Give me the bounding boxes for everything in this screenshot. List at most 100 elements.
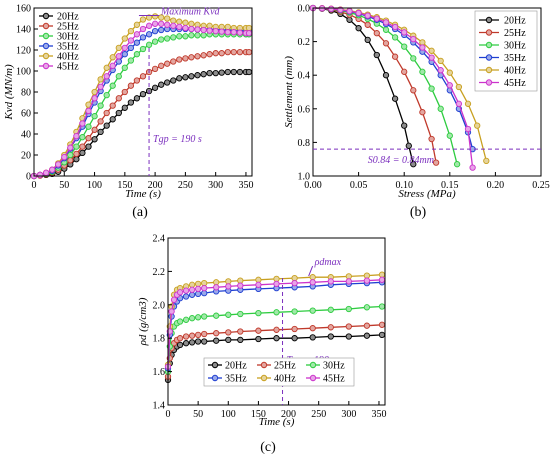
- series-25hz: [309, 4, 440, 166]
- x-tick-label: 350: [371, 409, 386, 420]
- y-tick-label: 2.4: [153, 234, 166, 245]
- legend-box: [203, 357, 355, 387]
- data-point: [327, 306, 334, 313]
- data-point: [151, 65, 159, 73]
- data-point: [230, 48, 237, 56]
- data-point: [109, 62, 116, 69]
- data-point: [236, 29, 244, 36]
- data-point: [151, 20, 159, 27]
- data-point: [115, 73, 122, 80]
- y-tick-label: 1.6: [153, 367, 166, 378]
- data-point: [428, 47, 435, 54]
- data-point: [437, 67, 444, 74]
- data-point: [218, 28, 225, 35]
- y-tick-label: 1.4: [153, 401, 166, 412]
- data-point: [213, 337, 220, 344]
- legend: 20Hz 25Hz 30Hz 35Hz 40Hz 45Hz: [203, 357, 355, 387]
- data-point: [133, 31, 141, 38]
- data-point: [121, 35, 128, 42]
- data-point: [91, 95, 98, 102]
- legend-swatch-marker: [260, 361, 268, 369]
- data-point: [464, 100, 472, 107]
- data-point: [67, 157, 74, 164]
- data-point: [201, 338, 208, 345]
- data-point: [273, 280, 280, 288]
- data-point: [109, 102, 116, 109]
- data-point: [182, 33, 189, 40]
- data-point: [85, 107, 92, 115]
- x-tick-label: 300: [341, 409, 356, 420]
- data-point: [127, 37, 135, 44]
- x-tick-label: 300: [208, 180, 223, 191]
- data-point: [327, 324, 334, 331]
- data-point: [378, 303, 386, 310]
- data-point: [164, 15, 171, 22]
- data-point: [164, 60, 171, 67]
- panel-label: (a): [132, 205, 148, 220]
- series-25hz: [164, 321, 386, 380]
- x-tick-label: 0: [166, 409, 171, 420]
- data-point: [453, 161, 461, 168]
- data-point: [419, 109, 426, 116]
- x-axis-label: Time (s): [125, 188, 161, 200]
- data-point: [405, 142, 412, 149]
- x-tick-label: 350: [238, 180, 253, 191]
- data-point: [273, 335, 280, 342]
- data-point: [213, 330, 220, 337]
- data-point: [378, 276, 386, 283]
- panel-c-density-vs-time: 0 50 100 150 200 250 300 350 1.4 1.6 1.8 2.0 2.2 2.4 T…: [137, 234, 386, 456]
- data-point: [363, 322, 371, 329]
- legend-swatch-marker: [42, 62, 50, 70]
- data-point: [213, 312, 220, 319]
- x-tick-label: 200: [148, 180, 163, 191]
- data-point: [121, 51, 128, 58]
- data-point: [139, 25, 147, 33]
- panel-label: (c): [260, 440, 276, 455]
- data-point: [273, 326, 280, 333]
- data-point: [55, 161, 62, 168]
- data-point: [363, 277, 371, 284]
- data-point: [255, 309, 262, 317]
- data-point: [213, 284, 220, 291]
- data-point: [346, 16, 353, 23]
- annotation-label: ρdmax: [314, 257, 342, 268]
- legend-entry: 30Hz: [57, 32, 79, 43]
- data-point: [194, 53, 201, 60]
- data-point: [224, 23, 231, 31]
- data-point: [225, 311, 232, 318]
- data-point: [97, 83, 104, 90]
- data-point: [428, 135, 435, 143]
- data-point: [200, 52, 207, 59]
- data-point: [200, 26, 207, 34]
- x-tick-label: 0.05: [350, 180, 368, 191]
- data-point: [206, 51, 213, 58]
- data-point: [170, 77, 177, 84]
- data-point: [194, 26, 201, 33]
- data-point: [188, 20, 195, 27]
- data-point: [133, 95, 141, 102]
- x-tick-label: 50: [59, 180, 69, 191]
- data-point: [206, 69, 213, 77]
- y-tick-label: 20: [21, 151, 31, 162]
- data-point: [170, 17, 177, 24]
- legend-swatch-marker: [485, 29, 493, 36]
- legend-entry: 40Hz: [57, 52, 79, 63]
- data-point: [201, 284, 208, 292]
- data-point: [176, 289, 184, 296]
- data-point: [328, 5, 335, 12]
- data-point: [115, 109, 122, 117]
- data-point: [91, 126, 98, 133]
- data-point: [382, 40, 390, 47]
- y-tick-label: 140: [16, 25, 31, 36]
- data-point: [382, 72, 390, 79]
- y-tick-label: 2.0: [153, 300, 166, 311]
- y-tick-label: 0.8: [298, 138, 311, 149]
- data-point: [455, 100, 463, 107]
- data-point: [309, 279, 316, 286]
- y-tick-label: 0.0: [298, 4, 311, 15]
- data-point: [212, 27, 219, 35]
- data-point: [194, 314, 202, 321]
- data-point: [109, 116, 116, 123]
- data-point: [176, 56, 183, 63]
- data-point: [224, 48, 231, 56]
